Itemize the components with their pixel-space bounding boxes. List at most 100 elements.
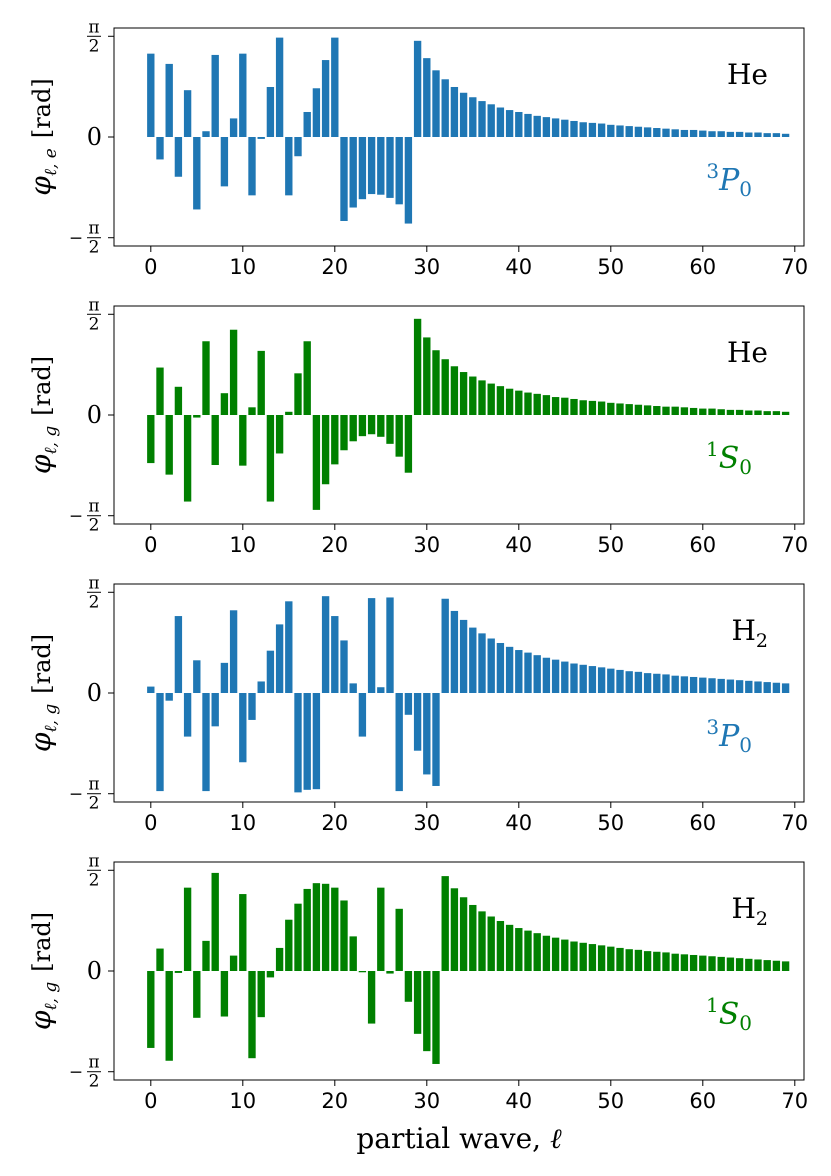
x-tick-label: 30 xyxy=(413,811,440,835)
x-tick-label: 20 xyxy=(321,811,348,835)
bar xyxy=(441,598,449,693)
bar xyxy=(349,137,357,208)
bar xyxy=(689,407,698,415)
bar xyxy=(432,70,440,137)
bar xyxy=(680,129,689,137)
bar xyxy=(551,397,560,415)
bar xyxy=(579,942,587,971)
bar xyxy=(183,693,192,737)
bar xyxy=(275,415,284,454)
bar xyxy=(726,679,735,693)
bar xyxy=(505,110,514,137)
bar xyxy=(478,101,486,137)
x-tick-label: 70 xyxy=(781,1089,808,1113)
frac-denominator: 2 xyxy=(89,592,100,612)
bar xyxy=(496,386,505,415)
bar xyxy=(450,610,459,693)
frac-numerator: π xyxy=(88,295,99,315)
bar xyxy=(524,930,532,971)
x-tick-label: 30 xyxy=(413,255,440,279)
bar xyxy=(285,137,293,196)
y-axis-label-unit: [rad] xyxy=(28,356,56,416)
frac-denominator: 2 xyxy=(89,238,100,258)
bar xyxy=(515,928,523,971)
bar xyxy=(211,693,219,727)
bar xyxy=(386,415,394,444)
bar xyxy=(202,693,210,792)
bar xyxy=(211,54,219,137)
x-tick-label: 10 xyxy=(229,811,256,835)
bar xyxy=(524,113,532,137)
y-axis-label-phi: φ xyxy=(24,454,57,474)
bar xyxy=(717,956,725,971)
bar xyxy=(147,971,155,1048)
bar xyxy=(607,946,615,971)
bar xyxy=(450,366,459,415)
bar xyxy=(432,350,440,415)
bar xyxy=(229,329,238,415)
bar xyxy=(579,400,587,415)
bar xyxy=(404,415,413,473)
bar xyxy=(367,415,376,435)
x-tick-label: 60 xyxy=(689,1089,716,1113)
bar xyxy=(726,131,735,137)
bar xyxy=(745,132,753,137)
state-label: 1S0 xyxy=(706,993,752,1035)
bar xyxy=(616,669,624,693)
y-tick-label-zero: 0 xyxy=(87,957,102,985)
bar-series xyxy=(147,596,790,793)
x-tick-label: 20 xyxy=(321,533,348,557)
y-axis-label-sub: ℓ, g xyxy=(41,982,61,1011)
x-tick-label: 0 xyxy=(144,1089,157,1113)
bar xyxy=(165,971,173,1061)
bar xyxy=(331,415,339,465)
bar xyxy=(450,888,459,971)
y-tick-label-zero: 0 xyxy=(87,401,102,429)
panel-molecule-name: He xyxy=(727,58,768,91)
x-tick-label: 10 xyxy=(229,533,256,557)
x-tick-label: 60 xyxy=(689,811,716,835)
bar xyxy=(653,951,661,971)
bar xyxy=(643,951,652,971)
bar xyxy=(726,957,735,971)
y-tick-label-zero: 0 xyxy=(87,123,102,151)
bar xyxy=(781,961,790,971)
bar xyxy=(763,682,771,693)
bar xyxy=(689,129,698,137)
y-axis-label-sub: ℓ, e xyxy=(41,148,61,176)
bar xyxy=(735,409,744,415)
bar xyxy=(726,409,735,415)
bar xyxy=(312,415,321,510)
state-label-letter: S xyxy=(719,441,740,476)
bar xyxy=(570,941,578,971)
bar xyxy=(183,90,192,137)
bar xyxy=(386,137,394,198)
y-axis-label-unit: [rad] xyxy=(28,78,56,138)
x-tick-label: 60 xyxy=(689,255,716,279)
bar xyxy=(450,86,459,137)
bar xyxy=(597,945,606,971)
bar xyxy=(561,397,569,415)
frac-numerator: π xyxy=(88,573,99,593)
frac-numerator: π xyxy=(88,775,99,795)
bar xyxy=(156,693,164,792)
bar xyxy=(469,376,477,415)
bar xyxy=(367,137,376,195)
bar xyxy=(680,954,689,971)
bar xyxy=(257,971,265,1018)
x-tick-label: 70 xyxy=(781,533,808,557)
bar xyxy=(634,949,643,971)
bar xyxy=(183,887,192,971)
bar xyxy=(699,130,707,137)
bar xyxy=(487,916,495,971)
bar xyxy=(211,872,219,971)
frac-minus: − xyxy=(69,229,83,249)
bar xyxy=(395,137,403,205)
bar xyxy=(211,415,219,466)
state-label-sup: 1 xyxy=(706,993,719,1017)
bar xyxy=(248,137,256,196)
bar xyxy=(275,947,284,971)
bar xyxy=(248,407,256,415)
